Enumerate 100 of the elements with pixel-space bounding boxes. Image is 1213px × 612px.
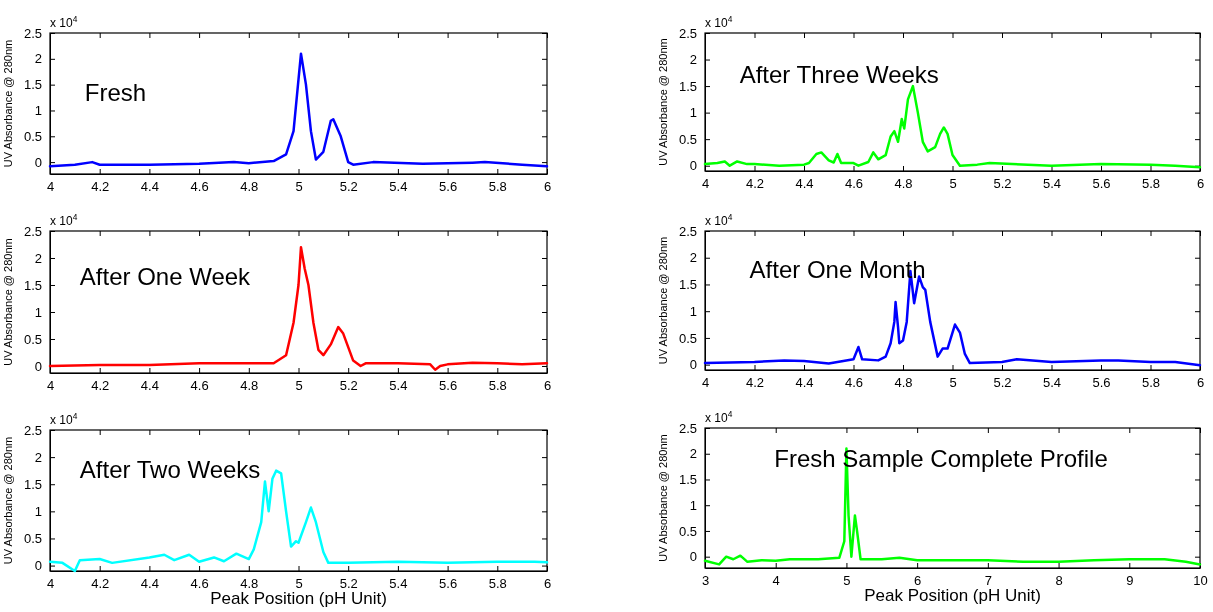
y-tick-label: 2.5 — [678, 223, 697, 239]
text: After Three Weeks — [739, 60, 939, 88]
y-tick-label: 0.5 — [23, 531, 42, 547]
y-axis-title: UV Absorbance @ 280nm — [657, 38, 669, 166]
x-tick-label: 4.4 — [140, 576, 159, 592]
text: x 10$^{4}$ — [50, 411, 78, 427]
text: Fresh — [84, 78, 147, 106]
y-tick-label: 0 — [689, 549, 697, 565]
x-tick-label: 5.2 — [993, 176, 1012, 192]
x-axis-title: Peak Position (pH Unit) — [210, 589, 387, 608]
x-tick-label: 5.2 — [339, 576, 358, 592]
y-tick-label: 0 — [34, 154, 42, 170]
x-tick-label: 4.8 — [894, 375, 913, 391]
text: x 10$^{4}$ — [705, 14, 733, 30]
x-tick-label: 5.6 — [439, 576, 458, 592]
text: After One Week — [79, 262, 252, 290]
x-tick-label: 5.6 — [1092, 176, 1111, 192]
y-tick-label: 2 — [34, 250, 42, 266]
x-tick-label: 5.8 — [488, 179, 507, 195]
y-axis-title: UV Absorbance @ 280nm — [2, 238, 14, 366]
x-tick-label: 5.2 — [339, 378, 358, 394]
y-tick-label: 2.5 — [23, 223, 42, 239]
x-tick-label: 4.6 — [190, 576, 209, 592]
x-tick-label: 9 — [1126, 573, 1134, 589]
x-tick-label: 4.2 — [91, 378, 110, 394]
y-tick-label: 1 — [34, 504, 42, 520]
x-tick-label: 4.6 — [190, 179, 209, 195]
x-tick-label: 5 — [295, 179, 303, 195]
y-tick-label: 2.5 — [23, 25, 42, 41]
text: x 10$^{4}$ — [705, 212, 733, 228]
x-tick-label: 5.2 — [993, 375, 1012, 391]
x-tick-label: 3 — [701, 573, 710, 589]
x-tick-label: 4.8 — [240, 576, 259, 592]
x-tick-label: 5 — [843, 573, 851, 589]
x-tick-label: 4.4 — [795, 176, 814, 192]
y-tick-label: 2 — [689, 52, 697, 68]
x-tick-label: 4.6 — [844, 375, 864, 391]
y-axis-title: UV Absorbance @ 280nm — [657, 434, 669, 562]
y-axis-title: UV Absorbance @ 280nm — [2, 39, 14, 168]
y-tick-label: 1.5 — [23, 277, 42, 293]
y-tick-label: 0.5 — [23, 128, 42, 144]
x-tick-label: 5 — [295, 378, 303, 394]
y-tick-label: 1.5 — [678, 277, 697, 293]
y-tick-label: 0.5 — [678, 330, 697, 346]
x-tick-label: 4 — [701, 375, 710, 391]
y-tick-label: 2 — [689, 446, 697, 462]
x-tick-label: 5 — [949, 176, 957, 192]
y-tick-label: 1 — [689, 303, 697, 319]
x-tick-label: 5.8 — [1141, 375, 1161, 391]
y-tick-label: 2.5 — [678, 25, 697, 41]
text: After One Month — [749, 256, 926, 284]
y-tick-label: 2.5 — [678, 420, 697, 436]
text: After Two Weeks — [79, 455, 261, 483]
y-tick-label: 1.5 — [23, 77, 42, 93]
x-tick-label: 5.6 — [439, 179, 458, 195]
x-tick-label: 4 — [46, 378, 55, 394]
x-tick-label: 5.8 — [1141, 176, 1161, 192]
x-tick-label: 5.4 — [1042, 176, 1062, 192]
x-tick-label: 5 — [949, 375, 957, 391]
y-tick-label: 1 — [34, 103, 42, 119]
y-tick-label: 1.5 — [23, 476, 42, 492]
x-tick-label: 4.8 — [240, 179, 259, 195]
x-tick-label: 5.8 — [488, 378, 507, 394]
x-tick-label: 5.4 — [389, 576, 408, 592]
x-tick-label: 5.4 — [389, 179, 408, 195]
text: x 10$^{4}$ — [705, 409, 733, 425]
x-tick-label: 10 — [1193, 573, 1208, 589]
x-axis-title: Peak Position (pH Unit) — [864, 586, 1041, 605]
y-tick-label: 2 — [34, 449, 42, 465]
x-tick-label: 5.4 — [389, 378, 408, 394]
x-tick-label: 4.2 — [91, 179, 110, 195]
x-tick-label: 4.4 — [140, 179, 159, 195]
x-tick-label: 5.6 — [439, 378, 458, 394]
y-axis-title: UV Absorbance @ 280nm — [657, 236, 669, 365]
x-tick-label: 6 — [543, 378, 552, 394]
x-tick-label: 4.2 — [745, 176, 765, 192]
y-tick-label: 0.5 — [678, 131, 697, 147]
x-tick-label: 4.8 — [240, 378, 259, 394]
y-tick-label: 1.5 — [678, 78, 697, 94]
y-tick-label: 0 — [34, 558, 42, 574]
y-tick-label: 0 — [689, 357, 697, 373]
x-tick-label: 4.2 — [745, 375, 765, 391]
x-tick-label: 6 — [1196, 176, 1205, 192]
y-tick-label: 1.5 — [678, 472, 697, 488]
x-tick-label: 4 — [46, 576, 55, 592]
y-tick-label: 1 — [689, 497, 697, 513]
x-tick-label: 4.4 — [140, 378, 159, 394]
x-tick-label: 5.2 — [339, 179, 358, 195]
y-tick-label: 1 — [689, 105, 697, 121]
x-tick-label: 5.8 — [488, 576, 507, 592]
x-tick-label: 4.4 — [795, 375, 814, 391]
x-tick-label: 6 — [1196, 375, 1205, 391]
y-tick-label: 2.5 — [23, 422, 42, 438]
x-tick-label: 5.4 — [1042, 375, 1062, 391]
x-tick-label: 7 — [984, 573, 992, 589]
y-axis-title: UV Absorbance @ 280nm — [2, 436, 14, 565]
y-tick-label: 2 — [689, 250, 697, 266]
x-tick-label: 6 — [543, 576, 552, 592]
x-tick-label: 5.6 — [1092, 375, 1111, 391]
x-tick-label: 4.8 — [894, 176, 913, 192]
